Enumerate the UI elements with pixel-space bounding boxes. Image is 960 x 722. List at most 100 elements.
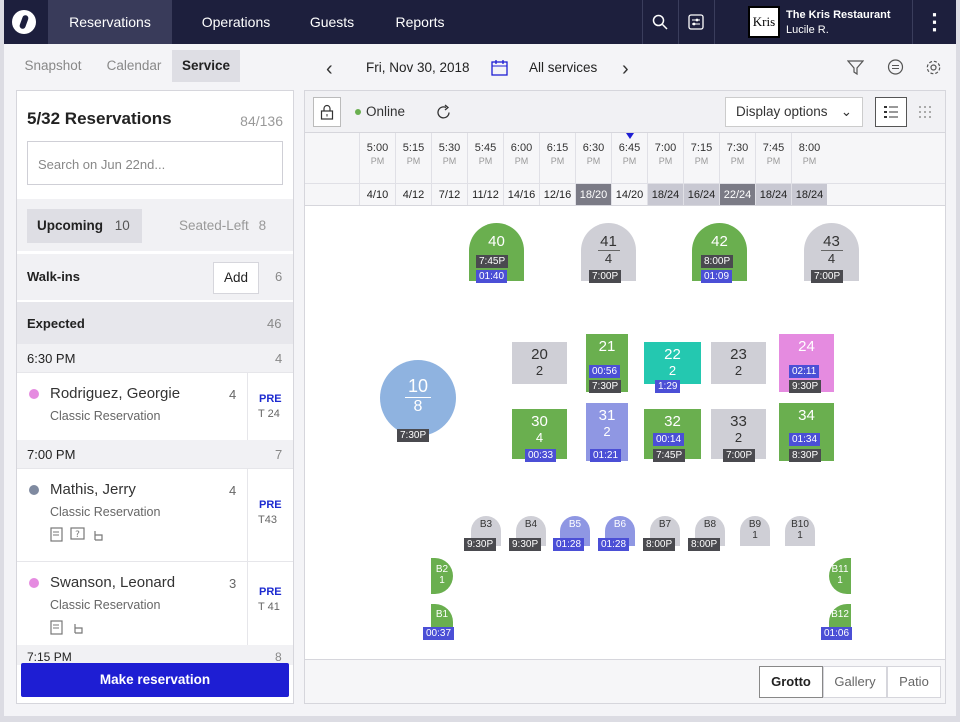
table-covers: 1 bbox=[439, 575, 445, 586]
time-slot[interactable]: 7:45 PM bbox=[755, 133, 791, 183]
party-size: 3 bbox=[229, 576, 237, 591]
table-number: T 41 bbox=[258, 601, 280, 613]
table-b1[interactable]: B1 bbox=[431, 604, 453, 632]
time-slot[interactable]: 5:00 PM bbox=[359, 133, 395, 183]
covers-cell: 18/24 bbox=[647, 183, 683, 205]
table-number: T 24 bbox=[258, 408, 280, 420]
table-10[interactable]: 10 8 bbox=[380, 360, 456, 436]
time-slot-label: 8:00 bbox=[798, 142, 821, 154]
time-slot-meridiem: PM bbox=[766, 156, 781, 166]
table-number: 42 bbox=[711, 233, 728, 250]
table-duration-tag: 01:06 bbox=[821, 627, 853, 640]
current-date[interactable]: Fri, Nov 30, 2018 bbox=[366, 60, 470, 75]
room-tab-patio[interactable]: Patio bbox=[887, 666, 941, 698]
table-20[interactable]: 20 2 bbox=[512, 342, 567, 384]
table-duration-tag: 00:33 bbox=[525, 449, 557, 462]
covers-cell: 7/12 bbox=[431, 183, 467, 205]
table-22[interactable]: 22 2 bbox=[644, 342, 701, 384]
list-view-icon[interactable] bbox=[875, 97, 907, 127]
time-group-label: 6:30 PM bbox=[27, 351, 76, 366]
time-slot[interactable]: 5:15 PM bbox=[395, 133, 431, 183]
table-b10[interactable]: B10 1 bbox=[785, 516, 815, 546]
room-tab-grotto[interactable]: Grotto bbox=[759, 666, 823, 698]
more-menu-icon[interactable]: ⋮ bbox=[912, 0, 956, 44]
table-covers: 2 bbox=[535, 363, 544, 378]
table-b12[interactable]: B12 bbox=[829, 604, 851, 632]
reservation-item[interactable]: Swanson, Leonard Classic Reservation 3 P… bbox=[17, 561, 293, 645]
filter-seated-left[interactable]: Seated-Left 8 bbox=[179, 209, 266, 243]
time-slot-meridiem: PM bbox=[586, 156, 601, 166]
display-options-dropdown[interactable]: Display options ⌄ bbox=[725, 97, 863, 127]
table-number: 20 bbox=[531, 346, 548, 363]
app-logo-icon[interactable] bbox=[12, 10, 36, 34]
reservation-item[interactable]: Rodriguez, Georgie Classic Reservation 4… bbox=[17, 372, 293, 440]
table-number: B11 bbox=[831, 564, 849, 575]
nav-reports[interactable]: Reports bbox=[395, 14, 445, 30]
guest-name: Rodriguez, Georgie bbox=[50, 385, 181, 402]
hand-icon bbox=[94, 531, 103, 541]
next-date-icon[interactable]: › bbox=[622, 58, 629, 80]
calendar-icon[interactable] bbox=[490, 58, 508, 76]
time-slot-label: 5:00 bbox=[366, 142, 389, 154]
chat-icon[interactable] bbox=[886, 58, 904, 76]
gear-icon[interactable] bbox=[924, 58, 942, 76]
table-number: B2 bbox=[435, 564, 449, 575]
reservation-item[interactable]: Mathis, Jerry Classic Reservation ? 4 PR… bbox=[17, 468, 293, 561]
reservations-panel: 5/32 Reservations 84/136 Search on Jun 2… bbox=[16, 90, 294, 704]
table-duration-tag: 01:09 bbox=[701, 270, 733, 283]
time-slot-label: 6:45 bbox=[618, 142, 641, 154]
refresh-icon[interactable] bbox=[433, 102, 453, 122]
prev-date-icon[interactable]: ‹ bbox=[326, 58, 333, 80]
nav-guests[interactable]: Guests bbox=[309, 14, 355, 30]
table-b2[interactable]: B2 1 bbox=[431, 558, 453, 594]
table-number: 43 bbox=[820, 233, 843, 251]
nav-reservations[interactable]: Reservations bbox=[48, 0, 172, 44]
time-slot[interactable]: 5:45 PM bbox=[467, 133, 503, 183]
time-group-count: 4 bbox=[275, 351, 283, 366]
search-input[interactable]: Search on Jun 22nd... bbox=[27, 141, 283, 185]
time-slot-meridiem: PM bbox=[550, 156, 565, 166]
time-slot[interactable]: 6:15 PM bbox=[539, 133, 575, 183]
note-icons: ? bbox=[50, 527, 105, 542]
current-time-marker bbox=[626, 133, 634, 139]
search-icon[interactable] bbox=[642, 0, 676, 44]
filter-seated-label: Seated-Left bbox=[179, 218, 249, 233]
time-slot[interactable]: 7:15 PM bbox=[683, 133, 719, 183]
table-duration-tag: 01:40 bbox=[476, 270, 508, 283]
time-slot[interactable]: 7:00 PM bbox=[647, 133, 683, 183]
time-slot[interactable]: 7:30 PM bbox=[719, 133, 755, 183]
make-reservation-button[interactable]: Make reservation bbox=[21, 663, 289, 697]
time-slot[interactable]: 5:30 PM bbox=[431, 133, 467, 183]
time-slot[interactable]: 6:45 PM bbox=[611, 133, 647, 183]
tab-snapshot[interactable]: Snapshot bbox=[24, 58, 82, 73]
table-number: 40 bbox=[488, 233, 505, 250]
time-slot[interactable]: 6:00 PM bbox=[503, 133, 539, 183]
nav-operations[interactable]: Operations bbox=[201, 14, 271, 30]
service-select[interactable]: All services bbox=[529, 60, 598, 75]
online-status[interactable]: Online bbox=[355, 104, 405, 119]
covers-cell: 18/24 bbox=[791, 183, 827, 205]
account-info[interactable]: The Kris Restaurant Lucile R. bbox=[786, 8, 891, 38]
table-b9[interactable]: B9 1 bbox=[740, 516, 770, 546]
display-options-label: Display options bbox=[736, 104, 828, 119]
table-number: T43 bbox=[258, 514, 277, 526]
add-walkin-button[interactable]: Add bbox=[213, 262, 259, 294]
tab-service[interactable]: Service bbox=[172, 50, 240, 82]
table-23[interactable]: 23 2 bbox=[711, 342, 766, 384]
table-34[interactable]: 34 bbox=[779, 403, 834, 461]
grid-view-icon[interactable] bbox=[909, 97, 941, 127]
time-slot[interactable]: 6:30 PM bbox=[575, 133, 611, 183]
table-duration-tag: 01:34 bbox=[789, 433, 821, 446]
tab-calendar[interactable]: Calendar bbox=[106, 58, 162, 73]
table-duration-tag: 01:28 bbox=[598, 538, 630, 551]
sliders-icon[interactable] bbox=[678, 0, 712, 44]
table-covers: 2 bbox=[603, 424, 611, 439]
lock-icon[interactable] bbox=[313, 97, 341, 127]
filter-upcoming[interactable]: Upcoming 10 bbox=[27, 209, 142, 243]
filter-icon[interactable] bbox=[846, 58, 864, 76]
table-b11[interactable]: B11 1 bbox=[829, 558, 851, 594]
time-slot[interactable]: 8:00 PM bbox=[791, 133, 827, 183]
table-time-tag: 7:00P bbox=[723, 449, 756, 462]
time-slot-meridiem: PM bbox=[478, 156, 493, 166]
room-tab-gallery[interactable]: Gallery bbox=[823, 666, 887, 698]
